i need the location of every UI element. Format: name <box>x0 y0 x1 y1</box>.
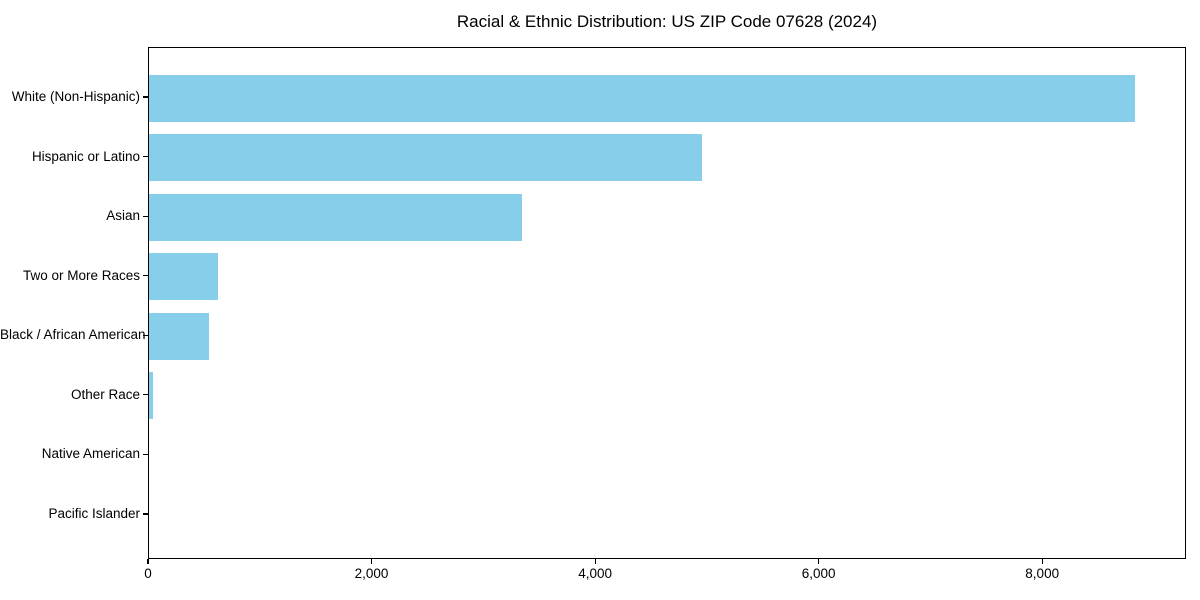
x-tick-mark <box>1041 559 1043 564</box>
y-tick-label: Black / African American <box>0 327 146 343</box>
x-tick-mark <box>370 559 373 564</box>
y-tick-label: Pacific Islander <box>48 506 140 521</box>
y-tick-mark <box>143 275 148 277</box>
y-tick-mark <box>143 453 148 456</box>
bar <box>149 193 523 241</box>
x-tick-label: 0 <box>144 566 152 581</box>
bar <box>149 312 209 360</box>
bar <box>149 253 218 301</box>
y-tick-mark <box>143 394 148 396</box>
x-tick-mark <box>147 559 149 564</box>
plot-area <box>148 47 1186 559</box>
x-tick-mark <box>818 559 820 564</box>
x-tick-label: 6,000 <box>801 566 836 581</box>
bar <box>149 134 703 182</box>
y-tick-label: White (Non-Hispanic) <box>11 89 140 104</box>
y-tick-label: Other Race <box>70 386 140 402</box>
y-tick-mark <box>143 155 148 158</box>
y-tick-label: Asian <box>106 208 140 224</box>
bar <box>149 372 153 420</box>
y-tick-mark <box>143 215 148 217</box>
bar <box>149 74 1135 122</box>
y-tick-label: Two or More Races <box>22 267 140 283</box>
x-tick-label: 8,000 <box>1025 566 1060 581</box>
y-tick-label: Hispanic or Latino <box>31 148 140 164</box>
x-tick-label: 4,000 <box>578 566 612 581</box>
y-tick-label: Native American <box>41 446 140 462</box>
chart-title: Racial & Ethnic Distribution: US ZIP Cod… <box>456 12 878 31</box>
x-tick-label: 2,000 <box>354 566 389 581</box>
y-tick-mark <box>143 513 148 515</box>
y-tick-mark <box>143 334 148 336</box>
y-tick-mark <box>143 96 148 98</box>
x-tick-mark <box>594 559 596 564</box>
